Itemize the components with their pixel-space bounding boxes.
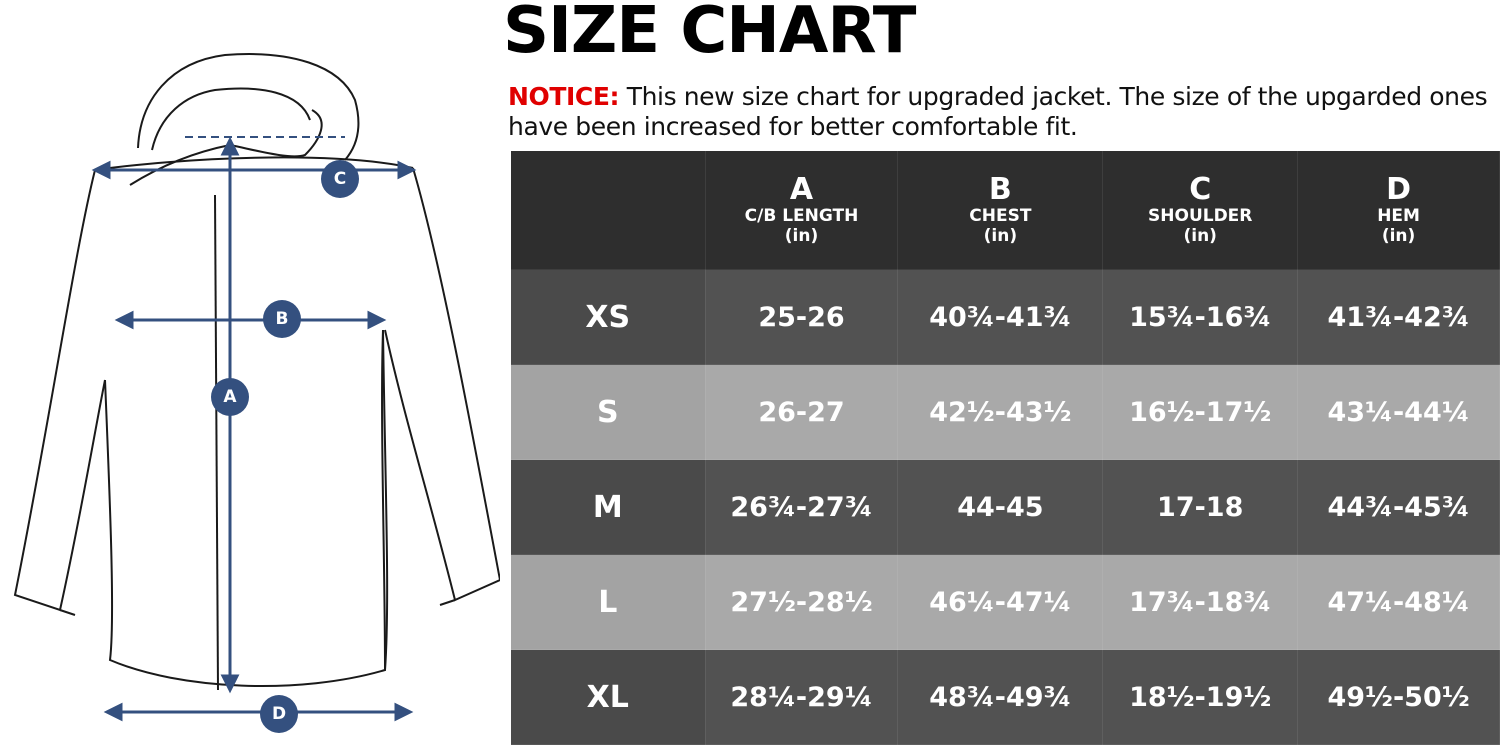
column-name: CHEST bbox=[969, 206, 1032, 226]
size-cell: XS bbox=[510, 269, 706, 365]
measurement-cell: 43¼-44¼ bbox=[1297, 364, 1500, 460]
header-row: A C/B LENGTH (in) B CHEST (in) C SHOULDER (in) D H… bbox=[510, 150, 1500, 270]
notice-text: This new size chart for upgraded jacket.… bbox=[508, 82, 1488, 141]
column-unit: (in) bbox=[1183, 226, 1217, 246]
measurement-cell: 28¼-29¼ bbox=[704, 649, 899, 745]
notice: NOTICE: This new size chart for upgraded… bbox=[508, 82, 1500, 142]
size-row: S 26-27 42½-43½ 16½-17½ 43¼-44¼ bbox=[510, 364, 1500, 460]
measurement-cell: 48¾-49¾ bbox=[897, 649, 1104, 745]
marker-label: C bbox=[334, 169, 346, 189]
column-name: SHOULDER bbox=[1148, 206, 1253, 226]
column-letter: D bbox=[1386, 172, 1412, 207]
column-letter: A bbox=[789, 172, 814, 207]
corner-cell bbox=[510, 150, 706, 270]
measurement-cell: 27½-28½ bbox=[704, 554, 899, 650]
measurement-cell: 18½-19½ bbox=[1102, 649, 1299, 745]
measurement-cell: 15¾-16¾ bbox=[1102, 269, 1299, 365]
column-unit: (in) bbox=[784, 226, 819, 246]
measurement-cell: 42½-43½ bbox=[897, 364, 1104, 460]
measurement-cell: 44¾-45¾ bbox=[1297, 459, 1500, 555]
column-letter: C bbox=[1189, 172, 1212, 207]
jacket-outline bbox=[13, 53, 500, 691]
column-header: B CHEST (in) bbox=[897, 150, 1104, 270]
measurement-cell: 16½-17½ bbox=[1102, 364, 1299, 460]
measurement-cell: 17-18 bbox=[1102, 459, 1299, 555]
measurement-cell: 47¼-48¼ bbox=[1297, 554, 1500, 650]
column-header: D HEM (in) bbox=[1297, 150, 1500, 270]
measurement-cell: 25-26 bbox=[704, 269, 899, 365]
size-row: L 27½-28½ 46¼-47¼ 17¾-18¾ 47¼-48¼ bbox=[510, 554, 1500, 650]
size-table: A C/B LENGTH (in) B CHEST (in) C SHOULDER (in) D H… bbox=[510, 150, 1500, 745]
column-header: C SHOULDER (in) bbox=[1102, 150, 1299, 270]
measurement-cell: 40¾-41¾ bbox=[897, 269, 1104, 365]
size-cell: XL bbox=[510, 649, 706, 745]
notice-label: NOTICE: bbox=[508, 82, 620, 111]
measure-lines bbox=[91, 136, 417, 733]
jacket-diagram: A B C D bbox=[13, 53, 500, 733]
marker-label: B bbox=[276, 309, 289, 329]
measurement-cell: 41¾-42¾ bbox=[1297, 269, 1500, 365]
title: SIZE CHART bbox=[503, 0, 916, 68]
size-cell: M bbox=[510, 459, 706, 555]
column-unit: (in) bbox=[983, 226, 1018, 246]
marker-label: D bbox=[272, 704, 286, 724]
column-name: HEM bbox=[1377, 206, 1420, 226]
size-row: M 26¾-27¾ 44-45 17-18 44¾-45¾ bbox=[510, 459, 1500, 555]
column-letter: B bbox=[988, 172, 1012, 207]
size-row: XL 28¼-29¼ 48¾-49¾ 18½-19½ 49½-50½ bbox=[510, 649, 1500, 745]
measurement-cell: 26-27 bbox=[704, 364, 899, 460]
marker-label: A bbox=[223, 387, 237, 407]
measurement-cell: 44-45 bbox=[897, 459, 1104, 555]
size-cell: L bbox=[510, 554, 706, 650]
column-unit: (in) bbox=[1381, 226, 1416, 246]
size-cell: S bbox=[510, 364, 706, 460]
measurement-cell: 26¾-27¾ bbox=[704, 459, 899, 555]
measurement-cell: 49½-50½ bbox=[1297, 649, 1500, 745]
column-name: C/B LENGTH bbox=[744, 206, 859, 226]
measurement-cell: 46¼-47¼ bbox=[897, 554, 1104, 650]
measurement-cell: 17¾-18¾ bbox=[1102, 554, 1299, 650]
size-row: XS 25-26 40¾-41¾ 15¾-16¾ 41¾-42¾ bbox=[510, 269, 1500, 365]
column-header: A C/B LENGTH (in) bbox=[704, 150, 899, 270]
